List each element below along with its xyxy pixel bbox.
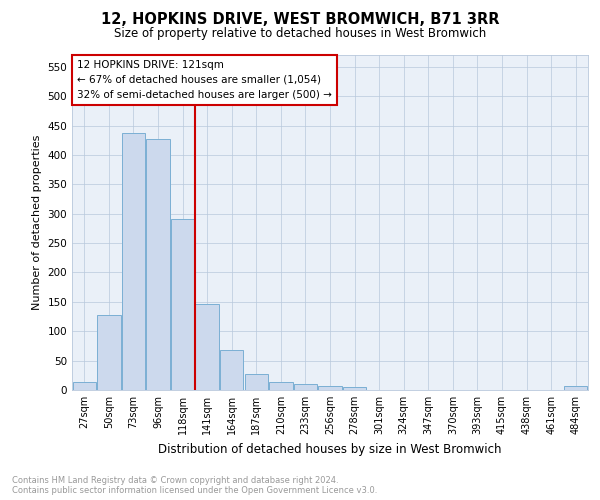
Text: 12, HOPKINS DRIVE, WEST BROMWICH, B71 3RR: 12, HOPKINS DRIVE, WEST BROMWICH, B71 3R… xyxy=(101,12,499,28)
Bar xyxy=(122,132,145,390)
Bar xyxy=(146,139,170,390)
Y-axis label: Number of detached properties: Number of detached properties xyxy=(32,135,42,310)
Text: 12 HOPKINS DRIVE: 121sqm
← 67% of detached houses are smaller (1,054)
32% of sem: 12 HOPKINS DRIVE: 121sqm ← 67% of detach… xyxy=(77,60,332,100)
X-axis label: Distribution of detached houses by size in West Bromwich: Distribution of detached houses by size … xyxy=(158,442,502,456)
Text: Contains HM Land Registry data © Crown copyright and database right 2024.
Contai: Contains HM Land Registry data © Crown c… xyxy=(12,476,377,495)
Bar xyxy=(343,387,366,390)
Bar xyxy=(220,350,244,390)
Bar xyxy=(97,315,121,390)
Bar xyxy=(564,386,587,390)
Bar xyxy=(245,374,268,390)
Bar xyxy=(294,384,317,390)
Bar xyxy=(73,382,96,390)
Bar xyxy=(171,219,194,390)
Text: Size of property relative to detached houses in West Bromwich: Size of property relative to detached ho… xyxy=(114,28,486,40)
Bar xyxy=(196,304,219,390)
Bar xyxy=(269,382,293,390)
Bar xyxy=(319,386,341,390)
